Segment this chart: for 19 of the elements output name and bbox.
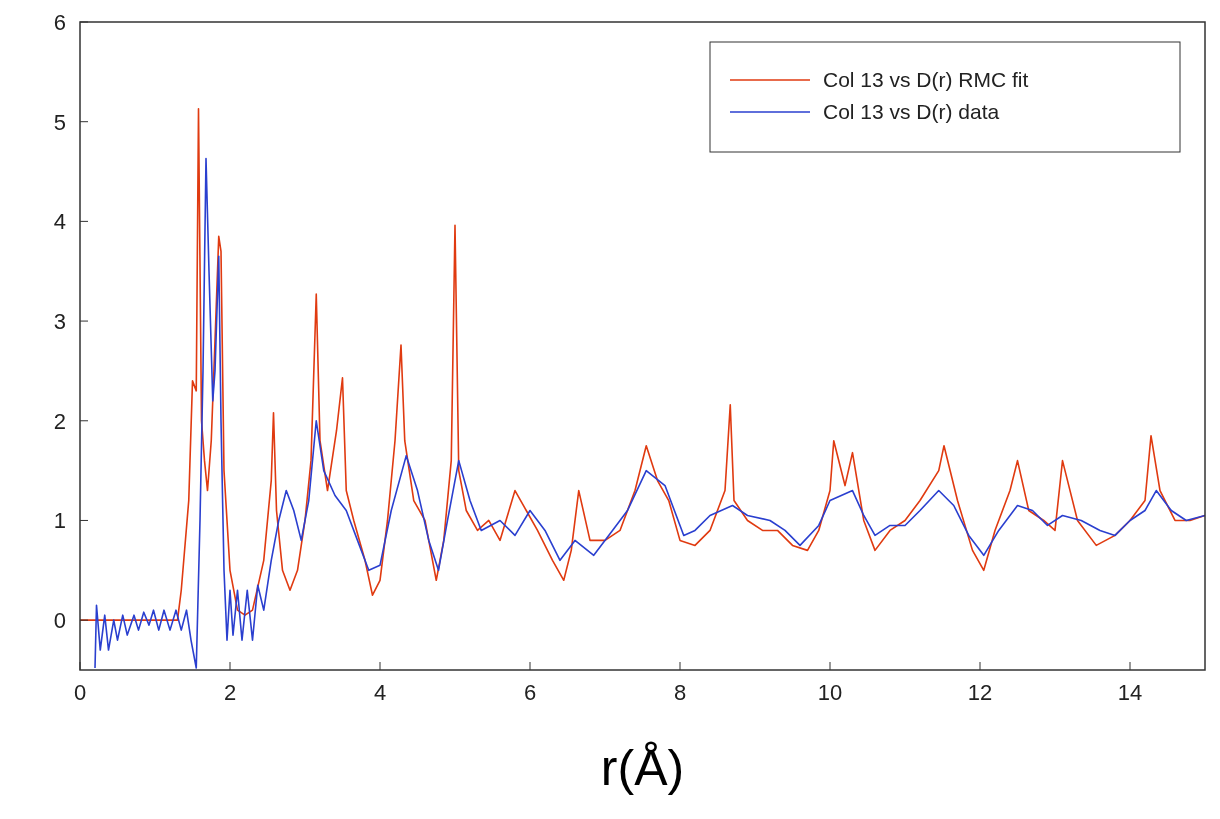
line-series [94,157,1205,669]
x-tick-label: 8 [673,680,687,705]
x-tick-label: 4 [373,680,387,705]
y-tick-label: 1 [53,508,66,534]
y-tick-label: 6 [53,10,66,35]
x-tick-label: 0 [73,680,87,705]
y-tick-label: 2 [53,408,66,434]
y-tick-label: 0 [53,608,66,634]
x-tick-label: 6 [523,680,537,705]
x-tick-label: 10 [817,680,843,705]
x-axis-title: r(Å) [600,740,685,796]
y-tick-label: 4 [53,209,66,235]
legend-label: Col 13 vs D(r) data [823,100,1000,123]
x-tick-label: 12 [967,680,993,705]
legend-label: Col 13 vs D(r) RMC fit [823,68,1029,91]
y-tick-label: 3 [53,309,66,335]
x-tick-label: 2 [223,680,237,705]
x-tick-label: 14 [1117,680,1143,705]
y-tick-label: 5 [53,109,66,135]
